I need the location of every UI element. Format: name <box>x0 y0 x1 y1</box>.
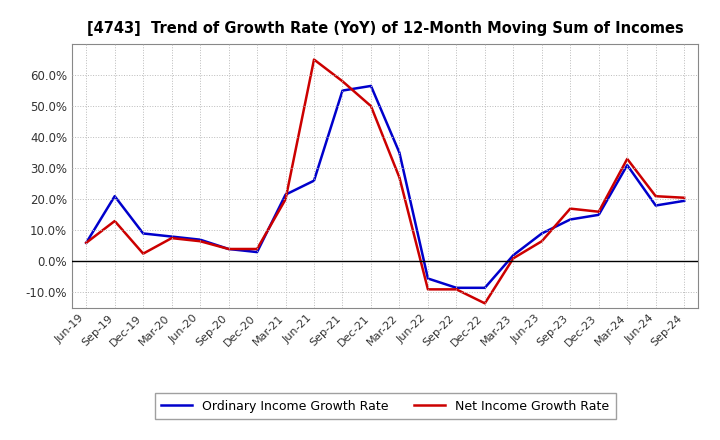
Net Income Growth Rate <box>310 57 318 62</box>
Title: [4743]  Trend of Growth Rate (YoY) of 12-Month Moving Sum of Incomes: [4743] Trend of Growth Rate (YoY) of 12-… <box>87 21 683 36</box>
Ordinary Income Growth Rate <box>338 88 347 93</box>
Net Income Growth Rate <box>395 175 404 180</box>
Ordinary Income Growth Rate <box>652 203 660 208</box>
Ordinary Income Growth Rate <box>225 246 233 252</box>
Ordinary Income Growth Rate <box>680 198 688 203</box>
Ordinary Income Growth Rate <box>623 162 631 168</box>
Legend: Ordinary Income Growth Rate, Net Income Growth Rate: Ordinary Income Growth Rate, Net Income … <box>155 393 616 419</box>
Net Income Growth Rate <box>225 246 233 252</box>
Net Income Growth Rate <box>167 235 176 241</box>
Ordinary Income Growth Rate <box>253 249 261 255</box>
Net Income Growth Rate <box>282 197 290 202</box>
Ordinary Income Growth Rate <box>196 237 204 242</box>
Line: Ordinary Income Growth Rate: Ordinary Income Growth Rate <box>86 86 684 288</box>
Ordinary Income Growth Rate <box>282 192 290 197</box>
Ordinary Income Growth Rate <box>537 231 546 236</box>
Net Income Growth Rate <box>652 194 660 199</box>
Line: Net Income Growth Rate: Net Income Growth Rate <box>86 59 684 303</box>
Net Income Growth Rate <box>423 287 432 292</box>
Ordinary Income Growth Rate <box>480 285 489 290</box>
Ordinary Income Growth Rate <box>566 217 575 222</box>
Ordinary Income Growth Rate <box>595 212 603 217</box>
Net Income Growth Rate <box>139 251 148 256</box>
Ordinary Income Growth Rate <box>366 83 375 88</box>
Net Income Growth Rate <box>680 195 688 200</box>
Net Income Growth Rate <box>509 256 518 261</box>
Net Income Growth Rate <box>537 238 546 244</box>
Ordinary Income Growth Rate <box>509 253 518 258</box>
Ordinary Income Growth Rate <box>423 276 432 281</box>
Ordinary Income Growth Rate <box>139 231 148 236</box>
Net Income Growth Rate <box>480 301 489 306</box>
Net Income Growth Rate <box>623 156 631 161</box>
Ordinary Income Growth Rate <box>310 178 318 183</box>
Ordinary Income Growth Rate <box>110 194 119 199</box>
Net Income Growth Rate <box>338 79 347 84</box>
Ordinary Income Growth Rate <box>82 240 91 246</box>
Net Income Growth Rate <box>366 103 375 109</box>
Net Income Growth Rate <box>566 206 575 211</box>
Net Income Growth Rate <box>253 246 261 252</box>
Net Income Growth Rate <box>82 240 91 246</box>
Net Income Growth Rate <box>452 287 461 292</box>
Net Income Growth Rate <box>595 209 603 214</box>
Ordinary Income Growth Rate <box>167 234 176 239</box>
Net Income Growth Rate <box>196 238 204 244</box>
Net Income Growth Rate <box>110 218 119 224</box>
Ordinary Income Growth Rate <box>395 150 404 155</box>
Ordinary Income Growth Rate <box>452 285 461 290</box>
